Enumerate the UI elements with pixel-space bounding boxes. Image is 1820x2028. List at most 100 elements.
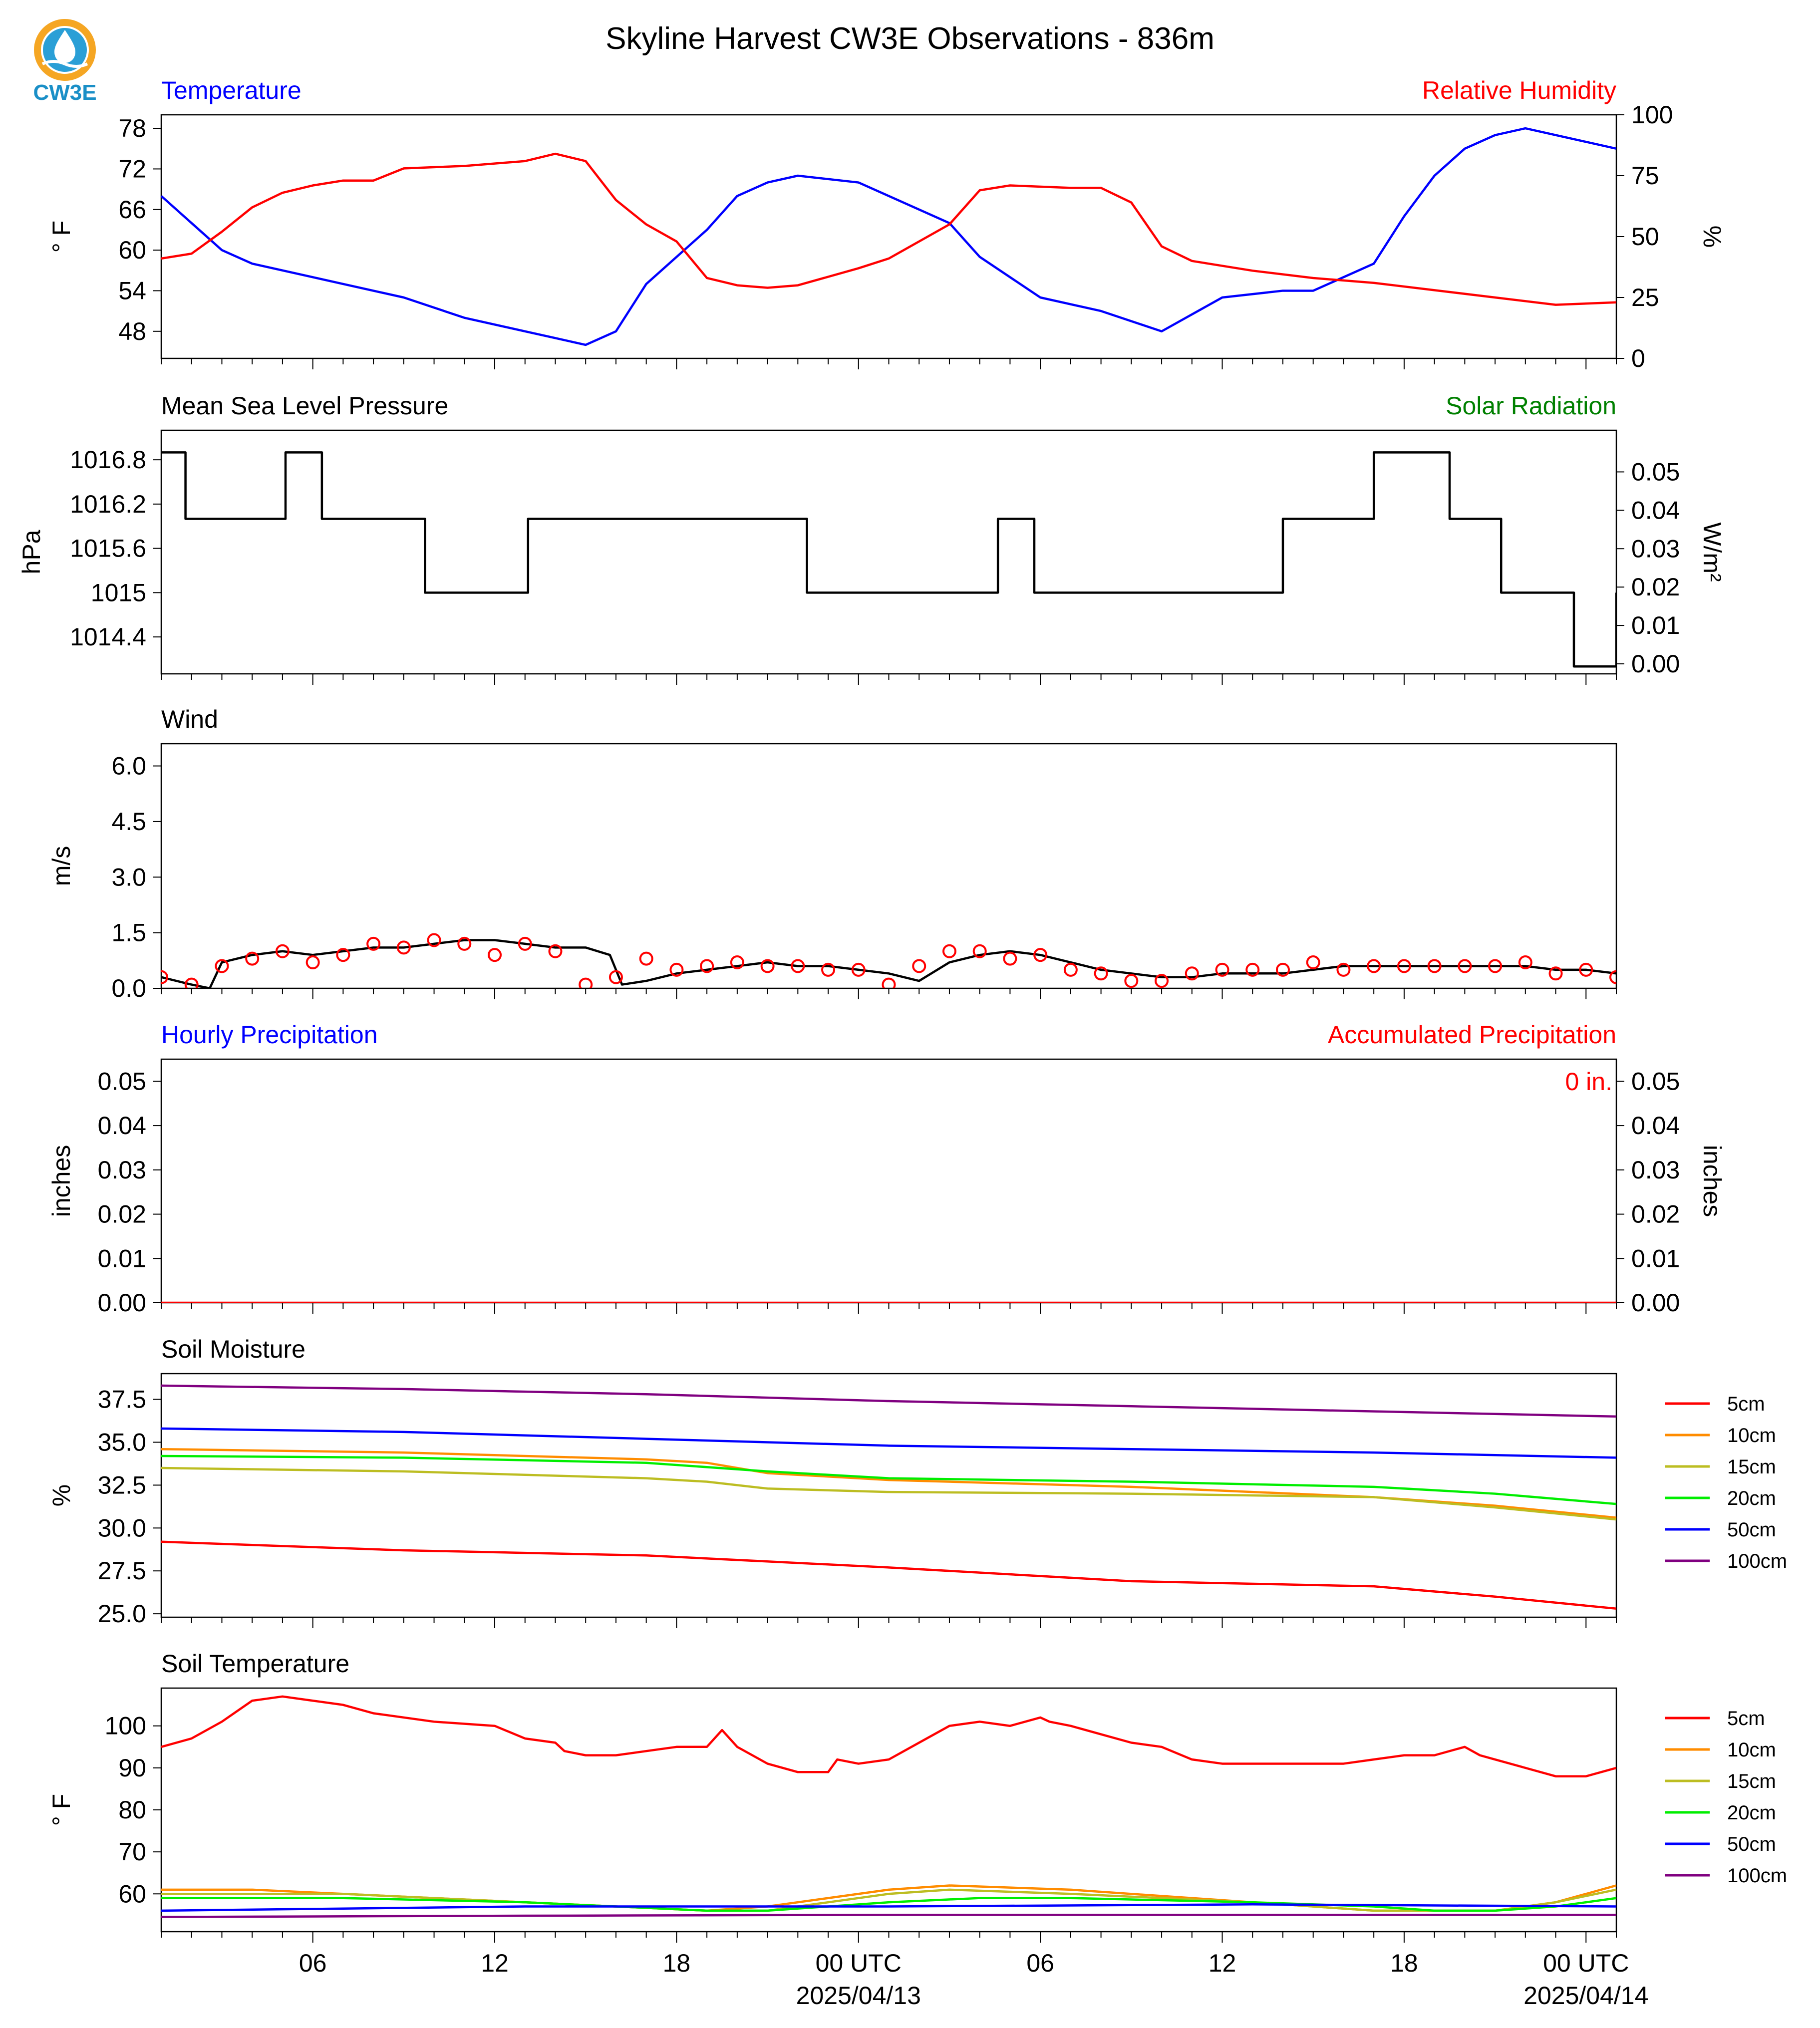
y-axis-label: ° F: [47, 1794, 75, 1826]
x-tick-label: 00 UTC: [816, 1949, 902, 1977]
wind-marker: [1488, 959, 1503, 973]
y-tick-label: 60: [118, 236, 146, 264]
wind-marker: [1275, 962, 1290, 977]
wind-marker: [579, 977, 593, 988]
panel-5: 25.0 27.5 30.0 32.5 35.0 37.5 Soil Moisture% 5c…: [47, 1335, 1787, 1628]
series-line-wind-speed: [161, 939, 1616, 988]
panel-2: 1014.4 1015 1015.6 1016.2 1016.8 0.00 0.01 0.02…: [17, 392, 1726, 685]
panel-3: 0.0 1.5 3.0 4.5 6.0 Wind m/s: [47, 705, 1617, 1002]
wind-marker: [1094, 966, 1108, 981]
logo-wave: [41, 60, 88, 68]
wind-marker: [608, 970, 623, 984]
y-tick-label-right: 50: [1631, 223, 1659, 251]
wind-marker: [1579, 962, 1593, 977]
legend-label: 20cm: [1727, 1487, 1776, 1509]
cw3e-logo: CW3E: [33, 19, 97, 104]
wind-marker: [184, 977, 199, 988]
legend-label: 15cm: [1727, 1456, 1776, 1478]
y-tick-label-right: 0.05: [1631, 1067, 1680, 1095]
wind-marker: [488, 948, 502, 962]
wind-marker: [1336, 962, 1351, 977]
y-tick-label: 1015: [91, 579, 146, 606]
series-line-20cm: [161, 1897, 1616, 1912]
wind-marker: [396, 940, 411, 955]
water-drop-logo-icon: [54, 30, 75, 63]
y-tick-label-right: 0.02: [1631, 1200, 1680, 1228]
wind-marker: [972, 944, 987, 958]
wind-marker: [305, 955, 320, 970]
x-tick-label: 12: [1209, 1949, 1236, 1977]
wind-marker: [245, 951, 260, 966]
x-tick-label: 00 UTC: [1543, 1949, 1629, 1977]
y-axis-label: inches: [47, 1145, 75, 1217]
y-tick-label: 1014.4: [70, 623, 146, 651]
y-tick-label: 35.0: [98, 1428, 146, 1456]
panel-frame: [160, 429, 1617, 675]
panel-1: 48 54 60 66 72 78 0 25 50 75 100 Temperature Relativ…: [47, 76, 1726, 372]
panel-title-left: Mean Sea Level Pressure: [161, 392, 448, 420]
y-axis-label: hPa: [17, 530, 45, 574]
y-tick-label: 100: [105, 1712, 146, 1740]
y-tick-label: 0.00: [98, 1289, 146, 1317]
wind-marker: [942, 944, 956, 958]
legend-label: 5cm: [1727, 1708, 1765, 1730]
y-tick-label-right: 0.03: [1631, 535, 1680, 563]
y-axis-label-right: %: [1698, 226, 1726, 248]
wind-marker: [1003, 951, 1017, 966]
y-tick-label-right: 0.00: [1631, 1289, 1680, 1317]
panel-frame: [160, 743, 1617, 989]
wind-marker: [427, 933, 441, 947]
y-tick-label: 90: [118, 1754, 146, 1782]
y-axis-label: m/s: [47, 846, 75, 886]
y-tick-label-right: 100: [1631, 101, 1673, 129]
wind-marker: [215, 959, 229, 973]
wind-marker: [882, 977, 896, 988]
wind-marker: [1518, 955, 1532, 970]
x-tick-label: 06: [299, 1949, 327, 1977]
legend-label: 5cm: [1727, 1393, 1765, 1415]
y-tick-label: 3.0: [111, 863, 146, 891]
y-tick-label: 48: [118, 317, 146, 345]
x-tick-label: 12: [481, 1949, 509, 1977]
wind-marker: [548, 944, 563, 958]
wind-marker: [1609, 970, 1616, 984]
y-axis-label: ° F: [47, 221, 75, 253]
legend-label: 10cm: [1727, 1739, 1776, 1761]
series-line-5cm: [161, 1695, 1616, 1777]
wind-marker: [1306, 955, 1320, 970]
y-tick-label: 0.01: [98, 1244, 146, 1272]
wind-marker: [1185, 966, 1199, 981]
legend-label: 50cm: [1727, 1519, 1776, 1541]
series-line-20cm: [161, 1454, 1616, 1505]
y-tick-label: 70: [118, 1838, 146, 1866]
series-line-10cm: [161, 1448, 1616, 1519]
panel-title-left: Temperature: [161, 76, 302, 104]
wind-marker: [791, 959, 805, 973]
y-tick-label: 0.0: [111, 974, 146, 1002]
y-tick-label: 60: [118, 1880, 146, 1908]
y-tick-label-right: 0.01: [1631, 611, 1680, 639]
panel-title-left: Hourly Precipitation: [161, 1021, 378, 1049]
series-line-temperature: [161, 127, 1616, 346]
wind-marker: [821, 962, 836, 977]
y-axis-label-right: W/m²: [1698, 522, 1726, 581]
accumulated-annotation: 0 in.: [1565, 1068, 1612, 1096]
y-tick-label: 1015.6: [70, 535, 146, 563]
y-tick-label: 6.0: [111, 752, 146, 780]
panel-frame: [160, 1373, 1617, 1618]
y-tick-label: 72: [118, 155, 146, 183]
wind-marker: [851, 962, 866, 977]
y-axis-label: %: [47, 1484, 75, 1506]
wind-marker: [1124, 974, 1139, 988]
y-axis-label-right: inches: [1698, 1145, 1726, 1217]
series-line-pressure: [161, 451, 1616, 668]
y-tick-label: 0.04: [98, 1112, 146, 1140]
legend-label: 20cm: [1727, 1802, 1776, 1824]
y-tick-label: 1.5: [111, 919, 146, 947]
y-tick-label-right: 0.04: [1631, 496, 1680, 524]
wind-marker: [1215, 962, 1229, 977]
y-tick-label: 27.5: [98, 1557, 146, 1585]
y-tick-label: 4.5: [111, 808, 146, 836]
y-tick-label-right: 0.04: [1631, 1112, 1680, 1140]
